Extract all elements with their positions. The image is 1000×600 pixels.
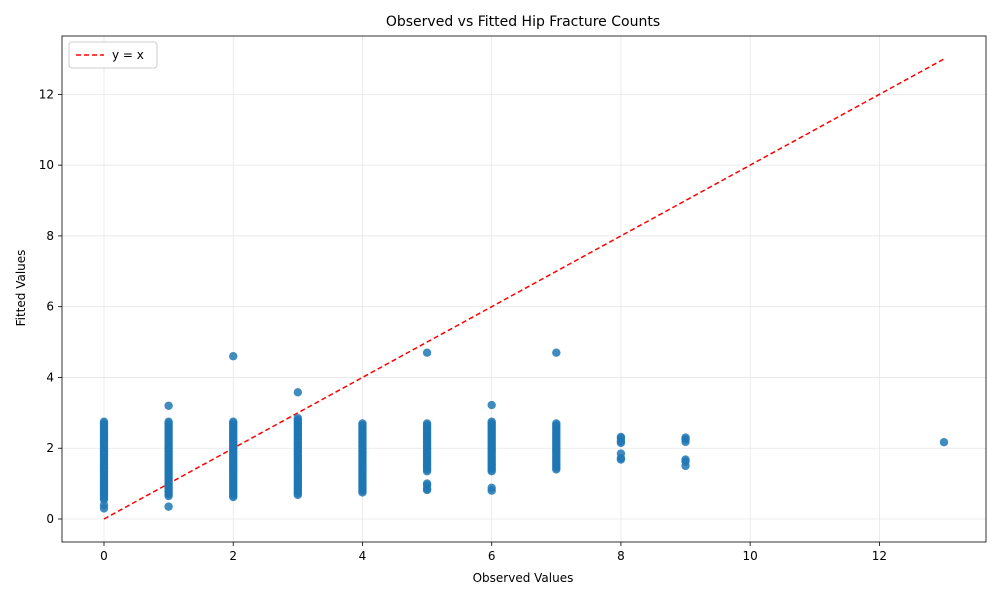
data-point [164,502,173,511]
legend-entry-reference-line: y = x [112,48,144,62]
data-point [422,348,432,357]
data-point [552,419,561,428]
y-tick-label: 12 [39,87,54,101]
y-tick-label: 6 [46,300,54,314]
grid-lines [62,36,986,542]
data-point [422,419,432,428]
y-tick-label: 0 [46,512,54,526]
data-point [293,388,303,397]
data-point [229,352,238,361]
data-point [681,455,690,464]
y-tick-label: 2 [46,441,54,455]
y-tick-label: 10 [39,158,54,172]
legend: y = x [68,41,158,69]
data-point [487,417,496,426]
data-point [616,432,626,442]
axis-ticks: 0 2 4 6 8 10 12 0 2 4 6 8 10 12 [39,87,887,563]
data-point [229,417,238,426]
data-point [552,348,561,357]
y-tick-label: 4 [46,370,54,384]
data-point [164,417,173,426]
data-point [293,413,303,423]
data-point [487,400,496,410]
y-axis-label: Fitted Values [14,250,28,327]
data-point [681,433,690,442]
x-tick-label: 6 [488,549,496,563]
legend-box [68,41,158,69]
y-tick-label: 8 [46,229,54,243]
x-tick-label: 8 [617,549,625,563]
data-point [358,419,367,428]
data-point [422,479,432,488]
data-point [99,504,109,513]
x-tick-label: 10 [743,549,758,563]
plot-area-frame [61,35,987,543]
x-tick-label: 0 [100,549,108,563]
data-point [164,401,173,410]
data-point [616,449,626,458]
data-point [487,483,496,493]
data-points [99,348,949,513]
x-tick-label: 4 [359,549,367,563]
x-tick-label: 2 [229,549,237,563]
x-axis-label: Observed Values [473,571,574,585]
chart-title: Observed vs Fitted Hip Fracture Counts [386,14,660,30]
data-point [99,417,109,426]
x-tick-label: 12 [872,549,887,563]
data-point [939,438,949,447]
